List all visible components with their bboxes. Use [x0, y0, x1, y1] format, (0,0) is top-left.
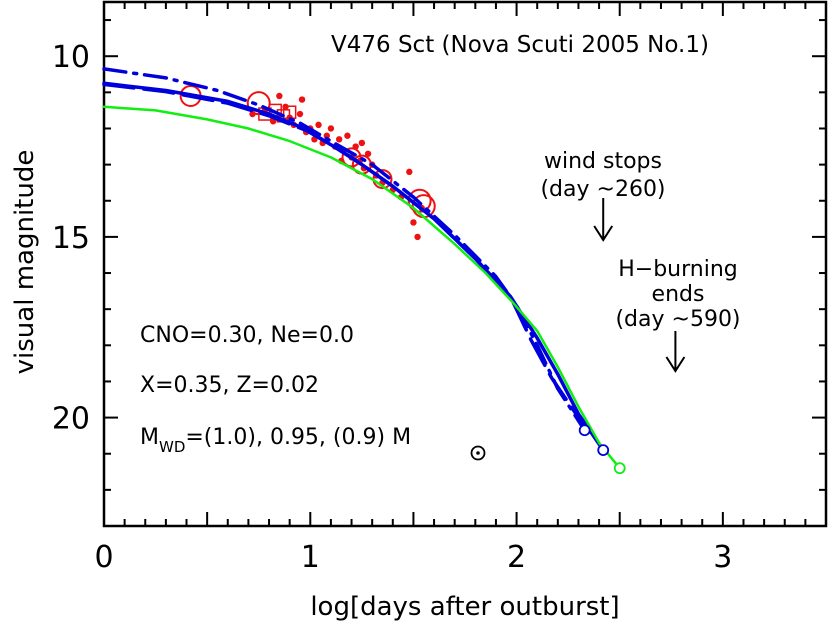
observation-dot: [298, 96, 306, 103]
wind-stops-label: wind stops: [544, 149, 662, 174]
series-line-2: [102, 82, 595, 442]
wind-stops-annotation: wind stops (day ~260): [540, 149, 666, 242]
param-cno: CNO=0.30, Ne=0.0: [140, 323, 354, 348]
end-marker: [597, 444, 610, 457]
y-tick-label: 10: [52, 40, 90, 75]
observation-dot: [358, 139, 366, 147]
end-marker: [613, 462, 626, 475]
h-burning-ends: ends: [652, 282, 705, 307]
param-mwd: MWD=(1.0), 0.95, (0.9) M: [140, 425, 411, 456]
axis-tick-labels: 0 1 2 3 10 15 20: [52, 40, 733, 575]
h-burning-annotation: H−burning ends (day ~590): [615, 257, 741, 373]
observation-dot: [315, 121, 322, 129]
x-tick-label: 3: [713, 540, 732, 575]
plot-area-border: [102, 0, 828, 528]
param-xz: X=0.35, Z=0.02: [140, 373, 319, 398]
h-burning-day: (day ~590): [615, 307, 740, 332]
chart-title: V476 Sct (Nova Scuti 2005 No.1): [331, 32, 709, 58]
x-tick-label: 1: [301, 540, 320, 575]
observation-dot: [414, 233, 421, 241]
wind-stops-day: (day ~260): [540, 177, 665, 202]
observation-circle: [246, 91, 271, 116]
observation-circle: [341, 147, 362, 168]
model-curves: [102, 67, 621, 470]
h-burning-label: H−burning: [618, 257, 738, 282]
x-tick-label: 0: [94, 540, 113, 575]
observation-dot: [344, 132, 351, 139]
observation-dot: [335, 136, 343, 143]
observation-dot: [296, 110, 304, 118]
param-mwd-values: =(1.0), 0.95, (0.9) M: [185, 425, 411, 450]
y-tick-label: 15: [52, 221, 90, 256]
model-parameters: CNO=0.30, Ne=0.0 X=0.35, Z=0.02 MWD=(1.0…: [140, 323, 486, 461]
series-line-1: [102, 67, 587, 432]
observations: [179, 84, 436, 241]
observation-dot: [364, 150, 372, 157]
y-axis-label: visual magnitude: [10, 150, 40, 375]
down-arrow-icon: [665, 331, 686, 373]
observation-dot: [276, 92, 283, 100]
observation-dot: [410, 219, 417, 226]
end-marker: [578, 424, 591, 437]
x-axis-label: log[days after outburst]: [310, 592, 619, 622]
param-mwd-sub: WD: [159, 438, 185, 456]
down-arrow-icon: [593, 198, 614, 242]
observation-dot: [327, 125, 335, 132]
sun-symbol-icon: [470, 445, 486, 461]
param-mwd-m: M: [140, 425, 159, 450]
curve-end-markers: [578, 424, 626, 475]
axis-ticks: [103, 2, 827, 527]
y-tick-label: 20: [52, 402, 90, 437]
observation-dot: [406, 168, 413, 176]
x-tick-label: 2: [507, 540, 526, 575]
series-line-3: [102, 105, 621, 470]
plot-frame: [102, 0, 828, 528]
